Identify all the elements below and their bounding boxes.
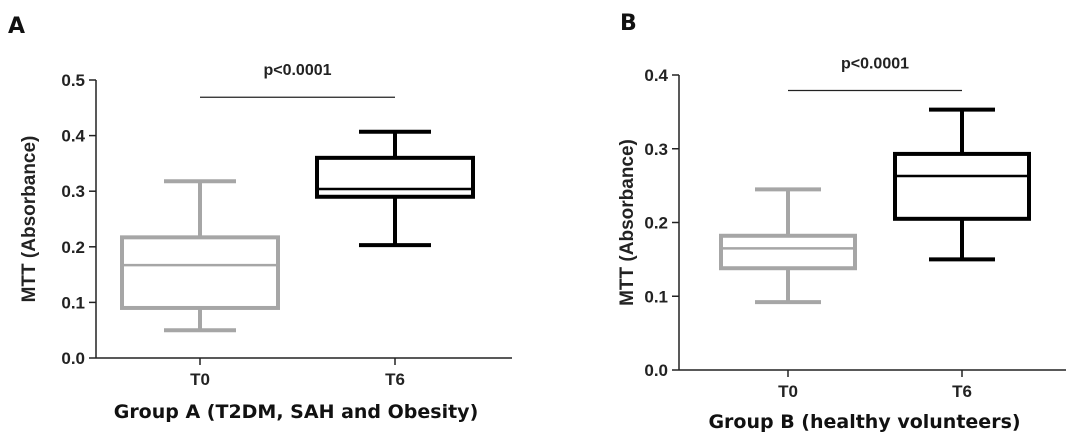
x-tick-label: T0 [778,382,798,401]
y-tick-label: 0.2 [61,238,85,257]
panel-b: B 0.0 0.1 0.2 0.3 0.4 MTT (Absorbance) T0 T6 Grou… [617,11,1066,433]
box-t0 [120,179,280,333]
y-tick-label: 0.1 [644,287,668,306]
x-axis-title: Group A (T2DM, SAH and Obesity) [114,401,479,423]
panel-letter: B [620,11,637,36]
y-tick-label: 0.3 [644,140,668,159]
y-tick-label: 0.4 [644,66,668,85]
x-tick-label: T6 [952,382,972,401]
box-t0 [719,187,857,305]
panel-letter: A [8,14,25,39]
y-tick-label: 0.3 [61,182,85,201]
y-tick-label: 0.0 [61,349,85,368]
y-tick-label: 0.4 [61,127,85,146]
p-value-label: p<0.0001 [263,62,331,79]
y-tick-label: 0.1 [61,293,85,312]
iqr-box [315,155,475,199]
x-tick-label: T6 [385,370,405,389]
y-tick-label: 0.2 [644,214,668,233]
p-value-label: p<0.0001 [841,55,909,72]
y-axis-title: MTT (Absorbance) [617,139,638,306]
box-t6 [315,129,475,248]
y-axis-title: MTT (Absorbance) [19,136,40,303]
iqr-box [893,151,1031,221]
y-tick-label: 0.5 [61,71,85,90]
box-t6 [893,107,1031,262]
iqr-box [719,233,857,271]
iqr-box [120,235,280,310]
y-tick-label: 0.0 [644,361,668,380]
x-axis-title: Group B (healthy volunteers) [708,411,1020,433]
panel-a: A 0.0 0.1 0.2 0.3 0.4 0.5 MTT (Absorbance) T0 T6 G… [8,14,512,423]
x-tick-label: T0 [190,370,210,389]
